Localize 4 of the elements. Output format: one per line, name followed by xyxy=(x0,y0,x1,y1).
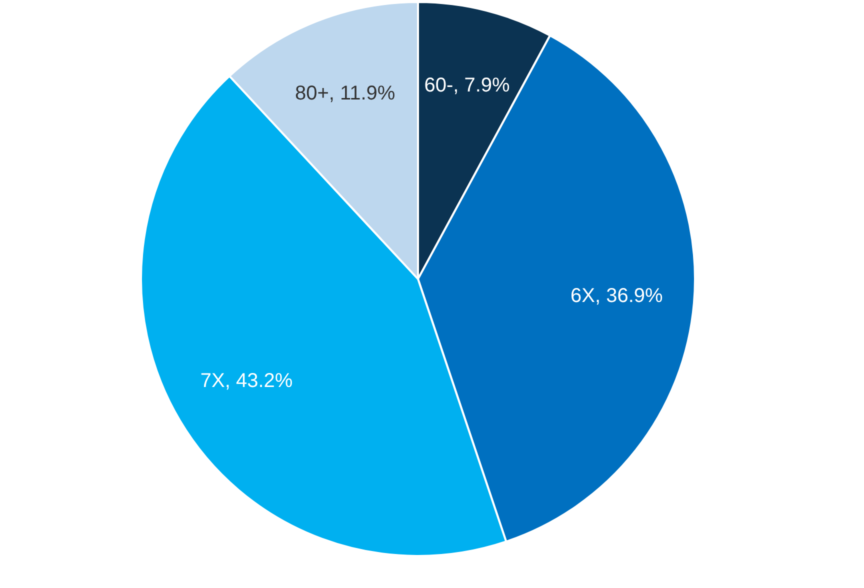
slice-label: 6X, 36.9% xyxy=(570,285,664,308)
slice-label: 7X, 43.2% xyxy=(200,370,293,392)
slice-label: 80+, 11.9% xyxy=(294,82,396,104)
slice-label: 60-, 7.9% xyxy=(424,74,510,97)
